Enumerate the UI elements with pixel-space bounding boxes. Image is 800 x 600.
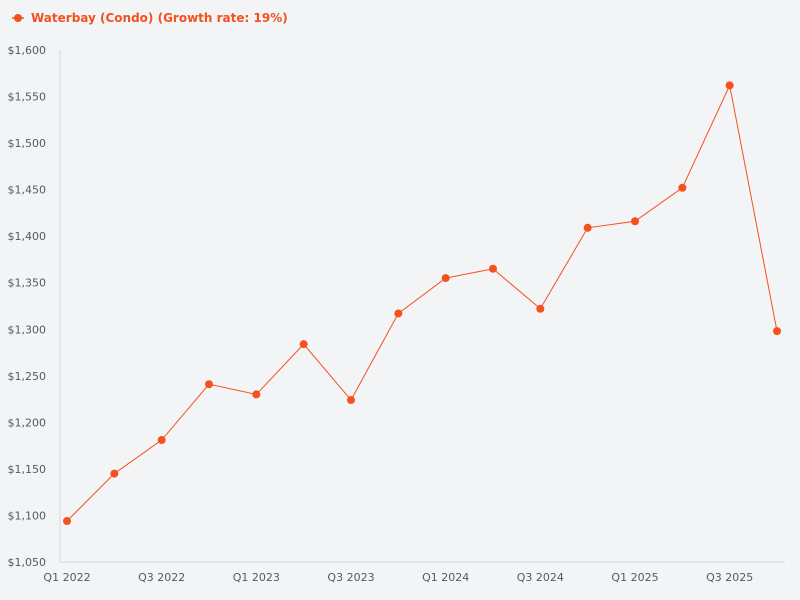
data-point[interactable] [205, 380, 213, 389]
legend-series-label: Waterbay (Condo) (Growth rate: 19%) [31, 11, 288, 25]
y-tick-label: $1,200 [8, 416, 47, 429]
y-tick-label: $1,150 [8, 463, 47, 476]
x-tick-label: Q1 2025 [611, 571, 658, 584]
data-point[interactable] [773, 327, 781, 336]
data-point[interactable] [347, 396, 355, 405]
data-point[interactable] [441, 274, 450, 283]
y-tick-label: $1,600 [8, 44, 47, 57]
data-point[interactable] [299, 340, 308, 349]
x-axis: Q1 2022 Q3 2022 Q1 2023 Q3 2023 Q1 2024 Q3 20… [43, 561, 785, 584]
data-point[interactable] [394, 309, 403, 318]
y-tick-label: $1,500 [8, 137, 47, 150]
data-point[interactable] [252, 390, 261, 399]
legend-series-swatch-marker [14, 14, 22, 22]
data-point[interactable] [110, 469, 119, 478]
y-axis: $1,050 $1,100 $1,150 $1,200 $1,250 $1,300 $1,3… [8, 44, 61, 569]
y-tick-label: $1,250 [8, 370, 47, 383]
data-point[interactable] [678, 183, 687, 192]
x-tick-label: Q3 2024 [517, 571, 564, 584]
data-point[interactable] [157, 436, 166, 445]
series-line [66, 83, 778, 522]
y-tick-label: $1,400 [8, 230, 47, 243]
x-tick-label: Q1 2024 [422, 571, 469, 584]
data-point[interactable] [489, 264, 497, 273]
y-axis-ticks: $1,050 $1,100 $1,150 $1,200 $1,250 $1,300 $1,3… [8, 44, 47, 569]
plot-area [63, 81, 781, 526]
x-axis-ticks: Q1 2022 Q3 2022 Q1 2023 Q3 2023 Q1 2024 Q3 20… [43, 571, 753, 584]
data-point[interactable] [631, 217, 639, 226]
y-tick-label: $1,550 [8, 91, 47, 104]
x-tick-label: Q1 2022 [43, 571, 90, 584]
x-tick-label: Q3 2022 [138, 571, 185, 584]
x-tick-label: Q3 2023 [327, 571, 374, 584]
x-tick-label: Q3 2025 [706, 571, 753, 584]
data-point[interactable] [725, 81, 734, 90]
y-tick-label: $1,450 [8, 184, 47, 197]
y-tick-label: $1,050 [8, 556, 47, 569]
data-point[interactable] [63, 517, 71, 526]
y-tick-label: $1,300 [8, 323, 47, 336]
y-tick-label: $1,100 [8, 509, 47, 522]
data-point[interactable] [583, 223, 592, 232]
y-tick-label: $1,350 [8, 277, 47, 290]
data-point[interactable] [536, 304, 545, 313]
x-tick-label: Q1 2023 [233, 571, 280, 584]
legend[interactable]: Waterbay (Condo) (Growth rate: 19%) [12, 11, 288, 25]
